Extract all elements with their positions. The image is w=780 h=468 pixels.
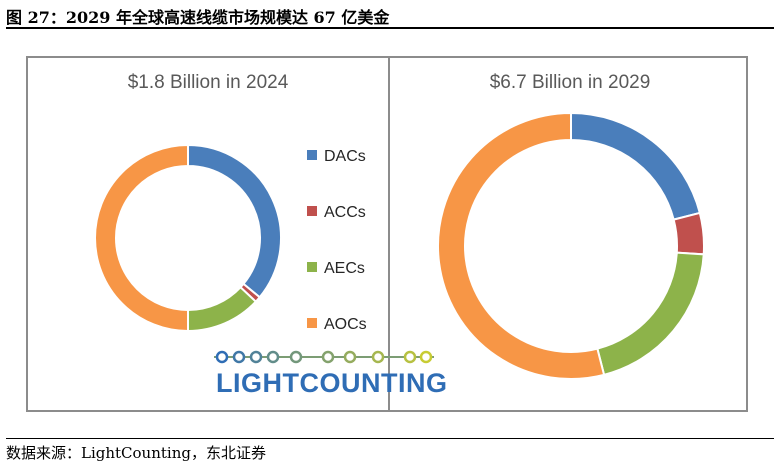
logo-node (266, 350, 280, 364)
legend-swatch-dacs (307, 150, 317, 160)
source-rule (6, 438, 774, 439)
slice-aecs-2029 (596, 251, 705, 377)
figure-title: 图 27：2029 年全球高速线缆市场规模达 67 亿美金 (6, 8, 390, 27)
logo-node (419, 350, 433, 364)
chart-title-2029: $6.7 Billion in 2029 (490, 72, 651, 93)
logo-node (289, 350, 303, 364)
slice-aocs-2029 (437, 111, 606, 380)
legend-swatch-aocs (307, 318, 317, 328)
source-note: 数据来源：LightCounting，东北证券 (6, 444, 266, 462)
slice-dacs-2024 (187, 143, 282, 299)
logo-node (371, 350, 385, 364)
slice-aocs-2024 (94, 143, 189, 333)
logo-node (215, 350, 229, 364)
legend-label-accs: ACCs (324, 204, 366, 221)
legend-swatch-aecs (307, 262, 317, 272)
logo-node (249, 350, 263, 364)
legend: DACs ACCs AECs AOCs (307, 148, 367, 333)
donut-2024 (94, 143, 282, 333)
panel-divider (388, 58, 390, 410)
logo-text: LIGHTCOUNTING (216, 368, 447, 398)
chart-frame: $1.8 Billion in 2024 $6.7 Billion in 202… (26, 56, 748, 412)
logo-node (343, 350, 357, 364)
slice-aecs-2024 (187, 285, 258, 333)
legend-swatch-accs (307, 206, 317, 216)
lightcounting-logo: LIGHTCOUNTING (214, 350, 447, 398)
donut-2029 (437, 111, 705, 380)
legend-label-aocs: AOCs (324, 316, 367, 333)
title-rule (6, 27, 774, 29)
logo-node (232, 350, 246, 364)
chart-title-2024: $1.8 Billion in 2024 (128, 72, 289, 93)
slice-accs-2029 (672, 211, 705, 256)
slice-dacs-2029 (570, 111, 702, 221)
legend-label-dacs: DACs (324, 148, 366, 165)
logo-node (403, 350, 417, 364)
legend-label-aecs: AECs (324, 260, 365, 277)
logo-node (321, 350, 335, 364)
logo-nodes (214, 350, 434, 364)
donut-charts: $1.8 Billion in 2024 $6.7 Billion in 202… (94, 72, 705, 398)
